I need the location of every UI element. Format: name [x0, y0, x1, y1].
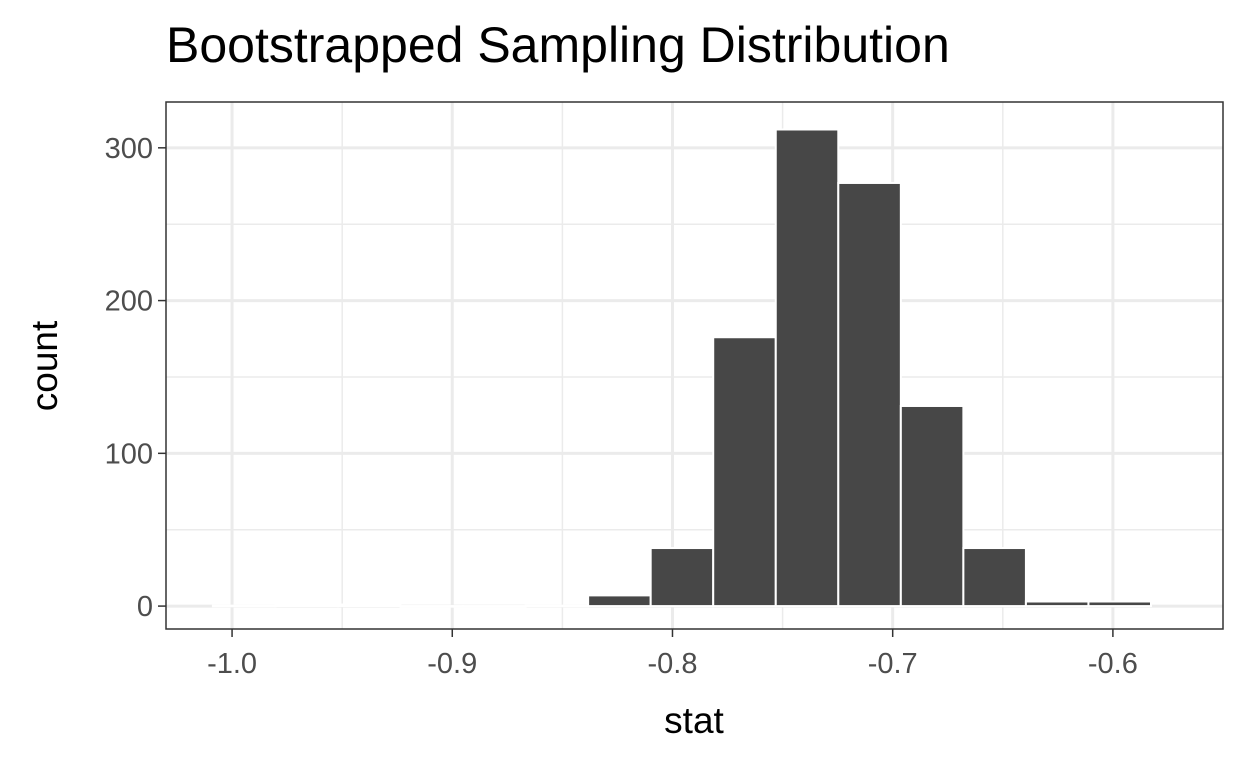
- histogram-bar: [649, 547, 715, 608]
- y-axis-title: count: [24, 320, 65, 411]
- x-tick-label: -0.6: [1088, 648, 1138, 680]
- x-tick-label: -1.0: [207, 648, 257, 680]
- histogram-bar: [462, 605, 527, 608]
- histogram-bar: [399, 605, 465, 608]
- x-tick-label: -0.7: [868, 648, 918, 680]
- histogram-bar: [336, 603, 402, 608]
- histogram-bar: [774, 128, 840, 608]
- histogram-bar: [274, 603, 339, 608]
- histogram-bar: [211, 604, 277, 608]
- histogram-bar: [524, 604, 590, 608]
- histogram-bar: [1087, 600, 1152, 608]
- histogram-bar: [712, 336, 777, 608]
- x-tick-label: -0.9: [427, 648, 477, 680]
- y-tick-label: 200: [105, 286, 153, 318]
- x-axis-title: stat: [664, 700, 724, 741]
- y-axis: 0 100 200 300: [105, 133, 166, 623]
- x-tick-label: -0.8: [647, 648, 697, 680]
- x-axis: -1.0 -0.9 -0.8 -0.7 -0.6: [207, 629, 1138, 680]
- histogram-bar: [1024, 600, 1090, 608]
- chart-title: Bootstrapped Sampling Distribution: [166, 17, 950, 73]
- histogram-bar: [899, 404, 965, 608]
- panel-border: [165, 101, 1224, 630]
- histogram-bar: [587, 594, 652, 608]
- y-tick-label: 100: [105, 438, 153, 470]
- y-tick-label: 300: [105, 133, 153, 165]
- y-tick-label: 0: [137, 591, 153, 623]
- histogram-bar: [837, 181, 902, 608]
- histogram-bars: [211, 128, 1152, 608]
- histogram-bar: [962, 547, 1027, 608]
